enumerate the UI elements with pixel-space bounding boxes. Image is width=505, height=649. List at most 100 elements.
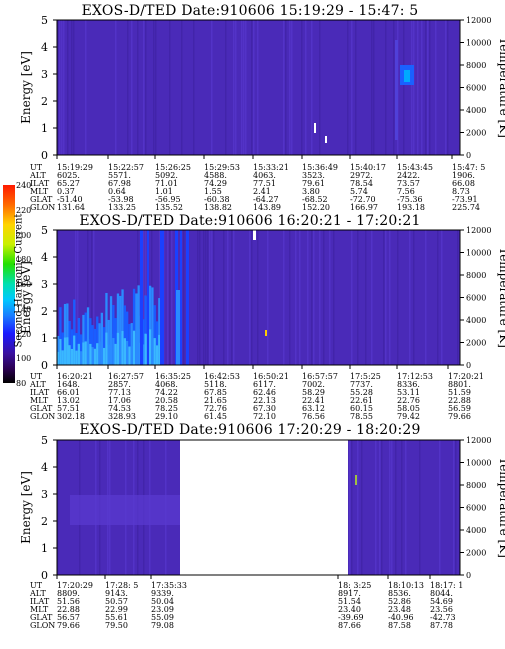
orbit-cell: 66.01 — [57, 388, 80, 397]
heatmap-cell — [119, 333, 122, 365]
orbit-cell: 22.88 — [448, 396, 471, 405]
y2-tick-label: 0 — [466, 571, 471, 580]
y-tick-label: 1 — [41, 122, 48, 135]
heatmap-stripe — [67, 20, 69, 155]
orbit-cell: -42.73 — [430, 613, 456, 622]
orbit-row-label: MLT — [30, 187, 49, 196]
orbit-cell: 78.55 — [350, 412, 373, 421]
heatmap-cell — [112, 305, 115, 365]
orbit-cell: 77.51 — [253, 179, 276, 188]
heatmap-stripe — [373, 20, 375, 155]
y-tick-label: 5 — [41, 14, 48, 27]
heatmap-cell — [130, 346, 133, 365]
heatmap-stripe — [385, 230, 387, 365]
heatmap-stripe — [371, 230, 373, 365]
orbit-cell: 22.41 — [302, 396, 325, 405]
heatmap-cell — [137, 329, 140, 365]
heatmap-feature — [325, 136, 327, 143]
orbit-cell: -73.91 — [452, 195, 478, 204]
heatmap-cell — [59, 307, 62, 365]
heatmap-cell — [73, 335, 76, 365]
heatmap-stripe — [401, 440, 403, 575]
heatmap-cell — [100, 312, 103, 365]
heatmap-stripe — [285, 20, 287, 155]
heatmap-stripe — [397, 230, 399, 365]
heatmap-stripe — [295, 230, 297, 365]
heatmap-cell — [93, 348, 97, 365]
heatmap-stripe — [301, 20, 303, 155]
orbit-cell: 55.09 — [151, 613, 174, 622]
orbit-cell: 16:57:57 — [302, 372, 338, 381]
heatmap-stripe — [225, 20, 227, 155]
heatmap-stripe — [231, 230, 233, 365]
heatmap-stripe — [323, 230, 325, 365]
orbit-cell: 74.53 — [108, 404, 131, 413]
plot-area — [57, 230, 461, 365]
orbit-cell: 5092. — [155, 171, 178, 180]
heatmap-stripe — [403, 20, 405, 155]
orbit-cell: 22.61 — [350, 396, 373, 405]
heatmap-cell — [59, 338, 62, 365]
orbit-cell: 54.69 — [430, 597, 453, 606]
heatmap-stripe — [421, 20, 423, 155]
orbit-cell: 225.74 — [452, 203, 480, 212]
y2-tick-label: 4000 — [466, 526, 486, 535]
orbit-cell: 66.08 — [452, 179, 475, 188]
panel-1-heatmap: 0 1 2 3 4 5 0 2000 4000 6000 8000 10000 12000 Energy … — [19, 14, 505, 162]
panel-3-title: EXOS-D/TED Date:910606 17:20:29 - 18:20:… — [79, 422, 421, 438]
y2-tick-label: 4000 — [466, 316, 486, 325]
orbit-cell: 72.10 — [253, 412, 276, 421]
heatmap-feature — [147, 230, 149, 365]
orbit-cell: 7737. — [350, 380, 373, 389]
orbit-cell: 8.73 — [452, 187, 470, 196]
heatmap-cell — [89, 318, 92, 365]
heatmap-stripe — [209, 230, 211, 365]
heatmap-cell — [73, 299, 76, 365]
heatmap-stripe — [329, 230, 331, 365]
orbit-cell: 17:20:29 — [57, 581, 93, 590]
heatmap-feature — [180, 230, 182, 365]
data-gap — [180, 439, 348, 576]
orbit-cell: 16:50:21 — [253, 372, 289, 381]
heatmap-cell — [149, 329, 152, 365]
heatmap-cell — [61, 332, 64, 365]
heatmap-stripe — [453, 440, 455, 575]
panel-1-title: EXOS-D/TED Date:910606 15:19:29 - 15:47:… — [81, 3, 419, 19]
orbit-cell: -39.69 — [338, 613, 364, 622]
orbit-cell: 67.30 — [253, 404, 276, 413]
orbit-cell: 56.57 — [57, 613, 80, 622]
plot-area — [57, 439, 460, 576]
heatmap-stripe — [347, 20, 349, 155]
heatmap-stripe — [71, 20, 73, 155]
heatmap-stripe — [57, 440, 59, 575]
orbit-cell: 4068. — [155, 380, 178, 389]
orbit-cell: 23.56 — [430, 605, 453, 614]
heatmap-stripe — [257, 20, 259, 155]
heatmap-cell — [82, 314, 85, 365]
heatmap-cell — [109, 296, 113, 365]
orbit-cell: 51.54 — [338, 597, 361, 606]
heatmap-stripe — [357, 230, 359, 365]
orbit-cell: -53.98 — [108, 195, 134, 204]
heatmap-stripe — [409, 230, 411, 365]
y2-tick-label: 8000 — [466, 481, 486, 490]
orbit-cell: 17:5:25 — [350, 372, 381, 381]
heatmap-cell — [114, 318, 117, 365]
y2-tick-label: 2000 — [466, 129, 486, 138]
heatmap-stripe — [253, 20, 255, 155]
heatmap-cell — [107, 319, 110, 365]
orbit-cell: 6117. — [253, 380, 276, 389]
orbit-cell: -72.70 — [350, 195, 376, 204]
heatmap-stripe — [435, 20, 437, 155]
orbit-row-label: UT — [30, 581, 43, 590]
y2-tick-label: 8000 — [466, 271, 486, 280]
heatmap-stripe — [395, 440, 397, 575]
orbit-cell: 63.12 — [302, 404, 325, 413]
orbit-cell: 29.10 — [155, 412, 178, 421]
heatmap-stripe — [319, 230, 321, 365]
heatmap-cell — [123, 338, 126, 365]
heatmap-cell — [70, 348, 74, 365]
orbit-cell: 2972. — [350, 171, 373, 180]
orbit-cell: 22.88 — [57, 605, 80, 614]
heatmap-stripe — [447, 20, 449, 155]
